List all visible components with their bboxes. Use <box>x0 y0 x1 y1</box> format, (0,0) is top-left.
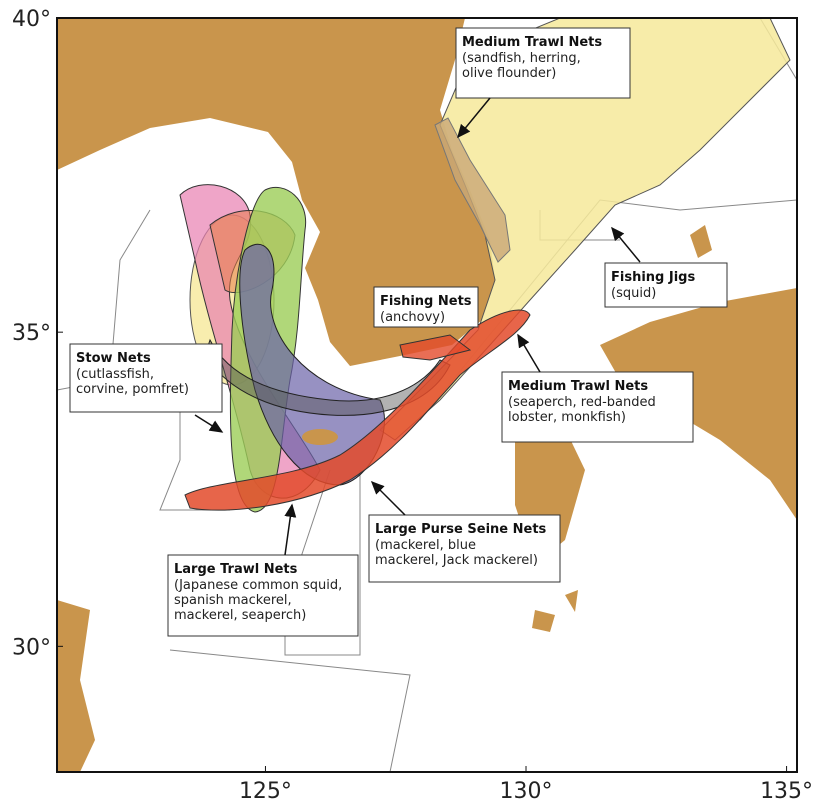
annotation-line: (sandfish, herring, <box>462 51 581 66</box>
frame <box>56 17 798 773</box>
x-tick-label: 130° <box>500 779 553 804</box>
annotation-arrow <box>457 97 491 139</box>
y-tick-label: 35° <box>12 321 51 346</box>
annotation-line: mackerel, seaperch) <box>174 608 306 623</box>
annotation-title: Medium Trawl Nets <box>462 35 602 50</box>
x-tick-label: 125° <box>239 779 292 804</box>
jeju <box>302 429 338 445</box>
annotation-line: corvine, pomfret) <box>76 382 189 397</box>
annotation-arrow <box>194 414 224 433</box>
annotation-box <box>69 343 223 413</box>
annotations: Medium Trawl Nets(sandfish, herring,oliv… <box>69 27 728 637</box>
y-tick-label: 40° <box>12 7 51 32</box>
zone-red-east <box>399 334 472 361</box>
map-body <box>57 18 797 772</box>
annotation-title: Large Trawl Nets <box>174 562 298 577</box>
annotation-line: (Japanese common squid, <box>174 578 342 593</box>
annotation-box <box>368 514 561 583</box>
land-china-south <box>57 600 95 772</box>
annotation-line: (anchovy) <box>380 310 445 325</box>
y-tick-label: 30° <box>12 635 51 660</box>
land-north <box>57 18 495 366</box>
annotation-box <box>501 371 694 443</box>
annotation-title: Large Purse Seine Nets <box>375 522 547 537</box>
annotation-box <box>604 262 728 308</box>
annotation-arrow <box>370 480 406 516</box>
zone-medium-trawl-north <box>434 117 511 263</box>
annotation-box <box>373 286 479 328</box>
annotation-box <box>167 554 359 637</box>
annotation-title: Stow Nets <box>76 351 151 366</box>
annotation-line: (mackerel, blue <box>375 538 476 553</box>
annotation-arrow <box>284 503 297 556</box>
annotation-line: (cutlassfish, <box>76 367 154 382</box>
annotation-arrow <box>517 333 541 373</box>
annotation-title: Medium Trawl Nets <box>508 379 648 394</box>
annotation-line: lobster, monkfish) <box>508 410 626 425</box>
annotation-line: (seaperch, red-banded <box>508 395 656 410</box>
annotation-arrow <box>611 226 641 263</box>
annotation-line: olive flounder) <box>462 66 556 81</box>
x-tick-label: 135° <box>760 779 813 804</box>
annotation-line: mackerel, Jack mackerel) <box>375 553 538 568</box>
annotation-box <box>455 27 631 99</box>
ticks: 125° 130° 135° 40° 35° 30° <box>12 7 813 804</box>
zone-red <box>184 309 531 511</box>
annotation-title: Fishing Nets <box>380 294 472 309</box>
annotation-line: spanish mackerel, <box>174 593 292 608</box>
land-japan <box>600 288 797 520</box>
annotation-title: Fishing Jigs <box>611 270 695 285</box>
annotation-line: (squid) <box>611 286 656 301</box>
